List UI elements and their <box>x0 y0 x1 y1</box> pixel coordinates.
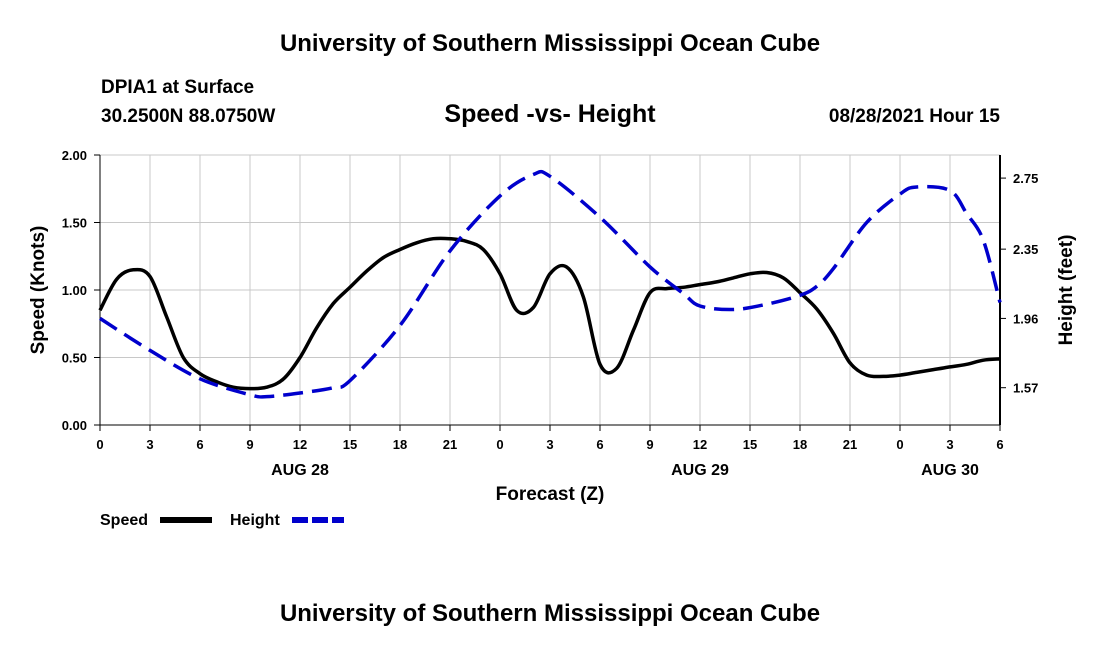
series-group <box>98 169 1002 399</box>
x-tick-label: 3 <box>146 437 153 452</box>
y2-tick-label: 2.75 <box>1013 171 1038 186</box>
date-label: AUG 29 <box>671 462 729 479</box>
x-tick-label: 21 <box>443 437 457 452</box>
station-name: DPIA1 at Surface <box>101 77 255 98</box>
footer-title: University of Southern Mississippi Ocean… <box>279 600 821 627</box>
x-tick-label: 6 <box>596 437 603 452</box>
grid-lines <box>99 154 1001 426</box>
header-title: University of Southern Mississippi Ocean… <box>279 30 821 57</box>
series-line-speed <box>98 236 1001 391</box>
y-tick-label: 1.00 <box>62 283 87 298</box>
x-tick-label: 9 <box>646 437 653 452</box>
x-tick-label: 3 <box>546 437 553 452</box>
axis-labels: 0 3 6 9 12 15 18 21 0 3 6 9 12 15 18 21 0 3 6 AUG 28 AUG 29 A… <box>28 148 1077 505</box>
x-tick-label: 0 <box>896 437 903 452</box>
x-tick-label: 15 <box>743 437 757 452</box>
x-tick-label: 0 <box>496 437 503 452</box>
y2-axis-title: Height (feet) <box>1056 235 1077 346</box>
date-label: AUG 30 <box>921 462 979 479</box>
x-tick-label: 18 <box>793 437 807 452</box>
y2-tick-label: 1.96 <box>1013 311 1038 326</box>
x-tick-label: 9 <box>246 437 253 452</box>
legend-label-height: Height <box>230 512 280 529</box>
y2-tick-label: 1.57 <box>1013 381 1038 396</box>
x-axis-title: Forecast (Z) <box>496 484 605 505</box>
series-line-height <box>99 169 1002 399</box>
y-tick-label: 0.00 <box>62 418 87 433</box>
x-tick-label: 3 <box>946 437 953 452</box>
y2-tick-label: 2.35 <box>1013 242 1038 257</box>
x-tick-label: 18 <box>393 437 407 452</box>
x-tick-label: 6 <box>196 437 203 452</box>
forecast-time: 08/28/2021 Hour 15 <box>828 106 1000 127</box>
y-tick-label: 1.50 <box>62 216 87 231</box>
legend: Speed Height <box>100 512 344 529</box>
x-tick-label: 0 <box>96 437 103 452</box>
y-tick-label: 2.00 <box>62 148 87 163</box>
x-tick-label: 21 <box>843 437 857 452</box>
x-tick-label: 15 <box>343 437 357 452</box>
chart-title: Speed -vs- Height <box>444 100 656 128</box>
x-tick-label: 6 <box>996 437 1003 452</box>
axes <box>94 154 1006 431</box>
y-axis-title: Speed (Knots) <box>28 226 49 355</box>
station-coords: 30.2500N 88.0750W <box>101 106 276 127</box>
y-tick-label: 0.50 <box>62 351 87 366</box>
x-tick-label: 12 <box>293 437 307 452</box>
date-label: AUG 28 <box>271 462 329 479</box>
x-tick-label: 12 <box>693 437 707 452</box>
legend-label-speed: Speed <box>100 512 148 529</box>
